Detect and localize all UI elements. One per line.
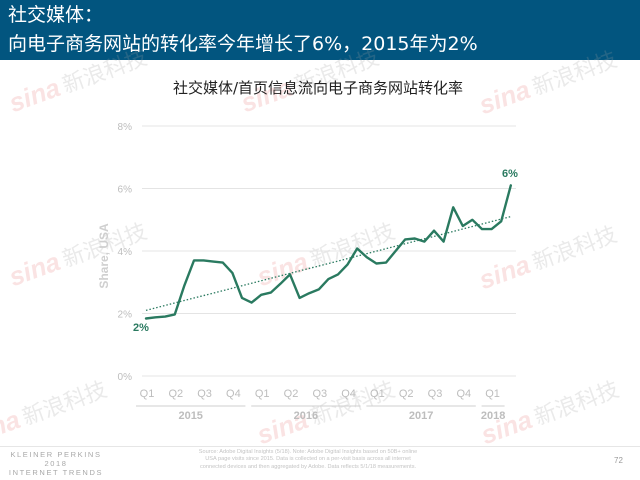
series-line [144, 184, 512, 320]
x-year-label: 2018 [481, 410, 505, 422]
x-quarter-label: Q4 [226, 388, 241, 400]
y-tick-label: 0% [118, 372, 133, 383]
end-value-annotation: 6% [502, 168, 518, 180]
y-tick-label: 2% [118, 310, 133, 321]
x-axis-quarter-labels: Q1 Q2 Q3 Q4 Q1 Q2 Q3 Q4 Q1 Q2 Q3 Q4 Q1 [140, 388, 500, 400]
x-quarter-label: Q2 [168, 388, 183, 400]
chart-title: 社交媒体/首页信息流向电子商务网站转化率 [173, 79, 463, 97]
x-quarter-label: Q1 [140, 388, 155, 400]
start-value-annotation: 2% [133, 322, 149, 334]
y-tick-label: 8% [118, 122, 133, 133]
trend-line [145, 215, 511, 312]
x-axis-year-labels: 2015 2016 2017 2018 [136, 405, 505, 422]
slide-header: 社交媒体： 向电子商务网站的转化率今年增长了6%，2015年为2% [0, 0, 640, 60]
source-line-1: Source: Adobe Digital Insights (5/18). N… [198, 449, 418, 455]
logo-line-1: KLEINER PERKINS [10, 450, 102, 459]
x-quarter-label: Q3 [197, 388, 212, 400]
y-tick-label: 6% [118, 185, 133, 196]
x-quarter-label: Q4 [341, 388, 356, 400]
y-tick-label: 4% [118, 247, 133, 258]
footer-divider [0, 446, 640, 447]
x-year-label: 2016 [294, 410, 318, 422]
source-line-3: connected devices and then aggregated by… [199, 463, 417, 470]
page-number: 72 [614, 456, 623, 465]
slide-title-line-2: 向电子商务网站的转化率今年增长了6%，2015年为2% [8, 33, 478, 55]
gridlines [142, 125, 516, 377]
x-quarter-label: Q1 [255, 388, 270, 400]
x-quarter-label: Q3 [428, 388, 443, 400]
kleiner-perkins-logo: KLEINER PERKINS 2018 INTERNET TRENDS [4, 450, 108, 477]
y-axis-ticks: 0% 2% 4% 6% 8% [118, 122, 133, 383]
logo-line-3: INTERNET TRENDS [8, 468, 104, 477]
y-axis-label: Share, USA [97, 223, 111, 289]
logo-line-2: 2018 [44, 459, 68, 468]
source-note: Source: Adobe Digital Insights (5/18). N… [178, 449, 438, 471]
x-quarter-label: Q1 [370, 388, 385, 400]
slide-title-line-1: 社交媒体： [8, 4, 104, 26]
x-year-label: 2015 [178, 410, 202, 422]
x-quarter-label: Q2 [284, 388, 299, 400]
x-year-label: 2017 [409, 410, 433, 422]
x-quarter-label: Q4 [456, 388, 471, 400]
x-quarter-label: Q3 [312, 388, 327, 400]
x-quarter-label: Q1 [485, 388, 500, 400]
x-quarter-label: Q2 [399, 388, 414, 400]
source-line-2: USA page visits since 2015. Data is coll… [205, 456, 411, 463]
